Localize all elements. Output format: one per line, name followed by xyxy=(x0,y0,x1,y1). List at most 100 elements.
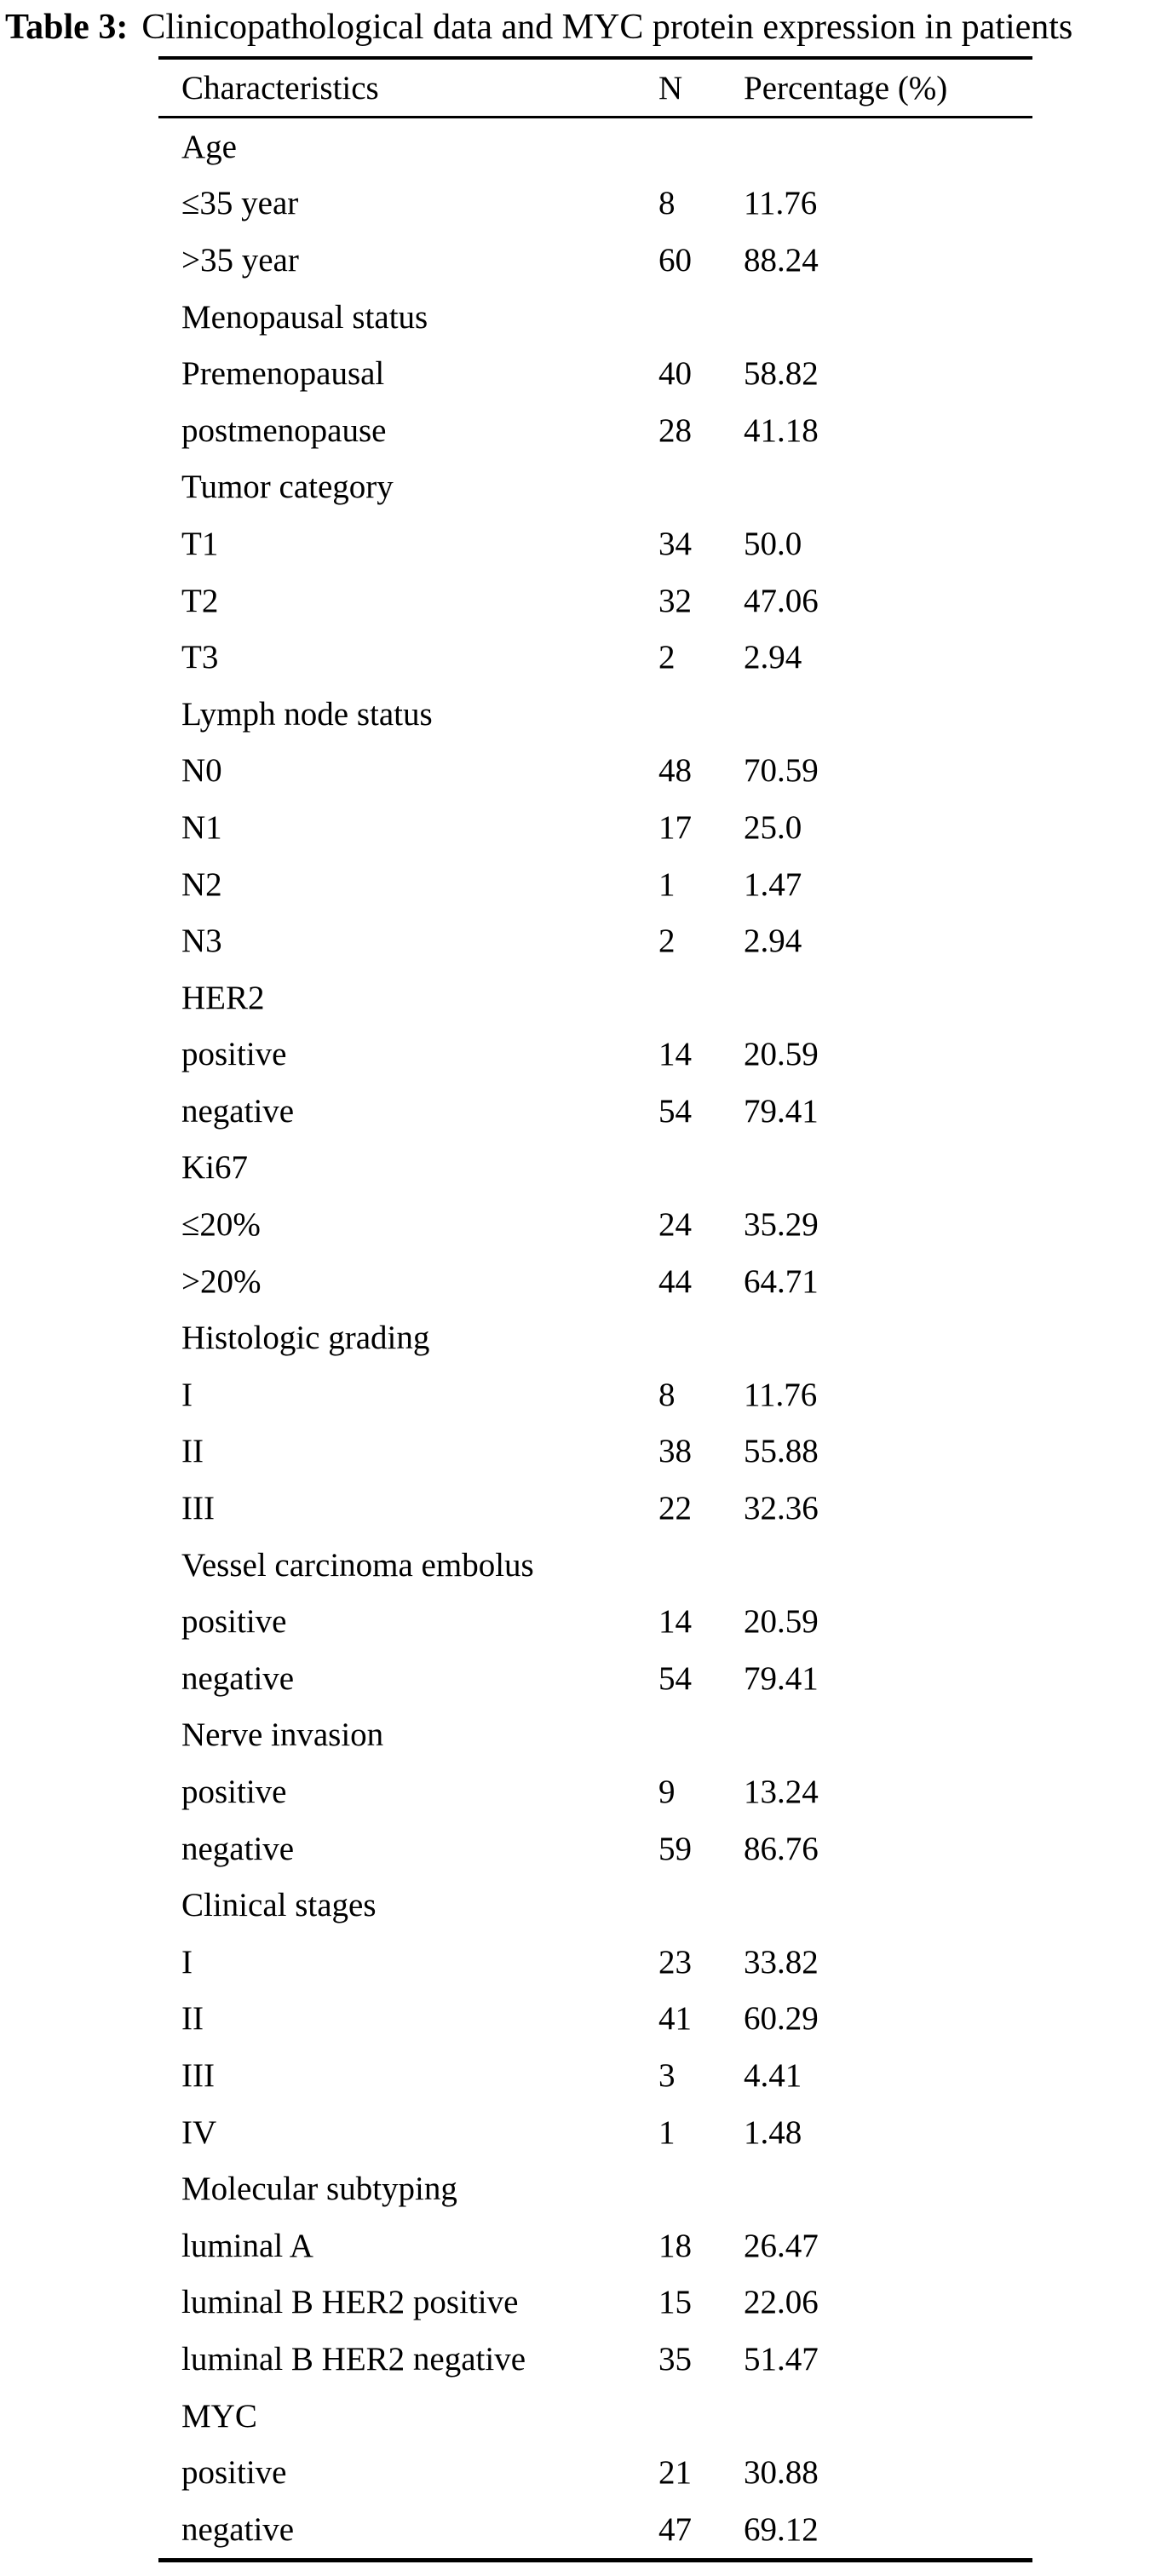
table-row: T1 34 50.0 xyxy=(158,515,1032,572)
row-label: II xyxy=(181,2000,204,2038)
table-section-row: Vessel carcinoma embolus xyxy=(158,1537,1032,1594)
table-row: T3 2 2.94 xyxy=(158,629,1032,686)
table-row: II 41 60.29 xyxy=(158,1991,1032,2048)
row-n-value: 1 xyxy=(658,2113,676,2151)
row-percentage-value: 22.06 xyxy=(744,2284,819,2321)
row-n-value: 2 xyxy=(658,923,676,960)
table-row: I 8 11.76 xyxy=(158,1366,1032,1423)
row-label: positive xyxy=(181,1774,287,1811)
table-row: negative 54 79.41 xyxy=(158,1650,1032,1707)
row-label: ≤20% xyxy=(181,1206,261,1244)
table-row: negative 59 86.76 xyxy=(158,1820,1032,1877)
table-row: postmenopause 28 41.18 xyxy=(158,402,1032,459)
table-row: N3 2 2.94 xyxy=(158,912,1032,969)
row-n-value: 54 xyxy=(658,1092,692,1130)
table-row: N0 48 70.59 xyxy=(158,743,1032,800)
table-row: N1 17 25.0 xyxy=(158,799,1032,856)
row-n-value: 54 xyxy=(658,1659,692,1697)
row-label: Age xyxy=(181,128,237,165)
row-percentage-value: 20.59 xyxy=(744,1603,819,1641)
row-n-value: 8 xyxy=(658,185,676,222)
row-label: III xyxy=(181,2056,215,2094)
table-row: III 22 32.36 xyxy=(158,1480,1032,1537)
row-label: positive xyxy=(181,1036,287,1073)
table-row: II 38 55.88 xyxy=(158,1423,1032,1481)
row-percentage-value: 25.0 xyxy=(744,808,802,846)
row-percentage-value: 20.59 xyxy=(744,1036,819,1073)
row-label: Menopausal status xyxy=(181,298,428,336)
row-label: negative xyxy=(181,1659,295,1697)
row-percentage-value: 47.06 xyxy=(744,582,819,619)
header-n: N xyxy=(658,69,683,106)
row-n-value: 23 xyxy=(658,1943,692,1981)
row-n-value: 18 xyxy=(658,2227,692,2264)
row-n-value: 8 xyxy=(658,1376,676,1413)
row-percentage-value: 58.82 xyxy=(744,355,819,393)
row-percentage-value: 26.47 xyxy=(744,2227,819,2264)
table-row: positive 9 13.24 xyxy=(158,1763,1032,1820)
row-label: Premenopausal xyxy=(181,355,385,393)
row-label: III xyxy=(181,1490,215,1527)
table-row: IV 1 1.48 xyxy=(158,2104,1032,2161)
table-row: luminal A 18 26.47 xyxy=(158,2217,1032,2274)
row-label: negative xyxy=(181,1830,295,1867)
row-percentage-value: 4.41 xyxy=(744,2056,802,2094)
table-header-row: Characteristics N Percentage (%) xyxy=(158,56,1032,118)
table-section-row: Lymph node status xyxy=(158,686,1032,743)
row-n-value: 17 xyxy=(658,808,692,846)
row-n-value: 60 xyxy=(658,241,692,279)
row-percentage-value: 51.47 xyxy=(744,2340,819,2378)
row-n-value: 21 xyxy=(658,2454,692,2492)
table-section-row: MYC xyxy=(158,2388,1032,2445)
header-characteristics: Characteristics xyxy=(181,69,379,106)
row-label: Tumor category xyxy=(181,469,394,506)
table-section-row: Histologic grading xyxy=(158,1309,1032,1366)
row-percentage-value: 55.88 xyxy=(744,1433,819,1470)
row-label: Clinical stages xyxy=(181,1887,377,1924)
table-row: negative 54 79.41 xyxy=(158,1083,1032,1140)
row-n-value: 34 xyxy=(658,525,692,562)
row-label: Molecular subtyping xyxy=(181,2171,457,2208)
row-n-value: 14 xyxy=(658,1603,692,1641)
table-row: ≤20% 24 35.29 xyxy=(158,1196,1032,1253)
row-label: Ki67 xyxy=(181,1149,248,1187)
row-label: T3 xyxy=(181,639,219,676)
row-percentage-value: 64.71 xyxy=(744,1262,819,1300)
header-percentage: Percentage (%) xyxy=(744,69,948,106)
row-label: negative xyxy=(181,2510,295,2548)
row-n-value: 32 xyxy=(658,582,692,619)
row-label: >20% xyxy=(181,1262,262,1300)
row-label: MYC xyxy=(181,2397,257,2435)
row-n-value: 3 xyxy=(658,2056,676,2094)
row-label: positive xyxy=(181,1603,287,1641)
table-caption-text: Clinicopathological data and MYC protein… xyxy=(141,8,1073,47)
row-label: I xyxy=(181,1943,193,1981)
row-percentage-value: 2.94 xyxy=(744,639,802,676)
table-section-row: Age xyxy=(158,118,1032,175)
table-caption: Table 3: Clinicopathological data and MYC… xyxy=(5,7,1170,48)
row-label: luminal B HER2 negative xyxy=(181,2340,526,2378)
row-n-value: 22 xyxy=(658,1490,692,1527)
row-percentage-value: 30.88 xyxy=(744,2454,819,2492)
row-percentage-value: 1.47 xyxy=(744,865,802,903)
table-row: negative 47 69.12 xyxy=(158,2501,1032,2558)
row-label: N3 xyxy=(181,923,222,960)
table-row: positive 14 20.59 xyxy=(158,1026,1032,1084)
row-percentage-value: 60.29 xyxy=(744,2000,819,2038)
table-row: T2 32 47.06 xyxy=(158,572,1032,630)
table-section-row: Ki67 xyxy=(158,1140,1032,1197)
row-n-value: 35 xyxy=(658,2340,692,2378)
row-n-value: 15 xyxy=(658,2284,692,2321)
row-percentage-value: 41.18 xyxy=(744,411,819,449)
table-row: luminal B HER2 positive 15 22.06 xyxy=(158,2274,1032,2332)
row-n-value: 1 xyxy=(658,865,676,903)
row-n-value: 38 xyxy=(658,1433,692,1470)
table-row: Premenopausal 40 58.82 xyxy=(158,345,1032,402)
row-label: IV xyxy=(181,2113,217,2151)
row-percentage-value: 1.48 xyxy=(744,2113,802,2151)
row-n-value: 24 xyxy=(658,1206,692,1244)
row-label: luminal B HER2 positive xyxy=(181,2284,519,2321)
row-label: T2 xyxy=(181,582,219,619)
row-n-value: 2 xyxy=(658,639,676,676)
row-percentage-value: 69.12 xyxy=(744,2510,819,2548)
